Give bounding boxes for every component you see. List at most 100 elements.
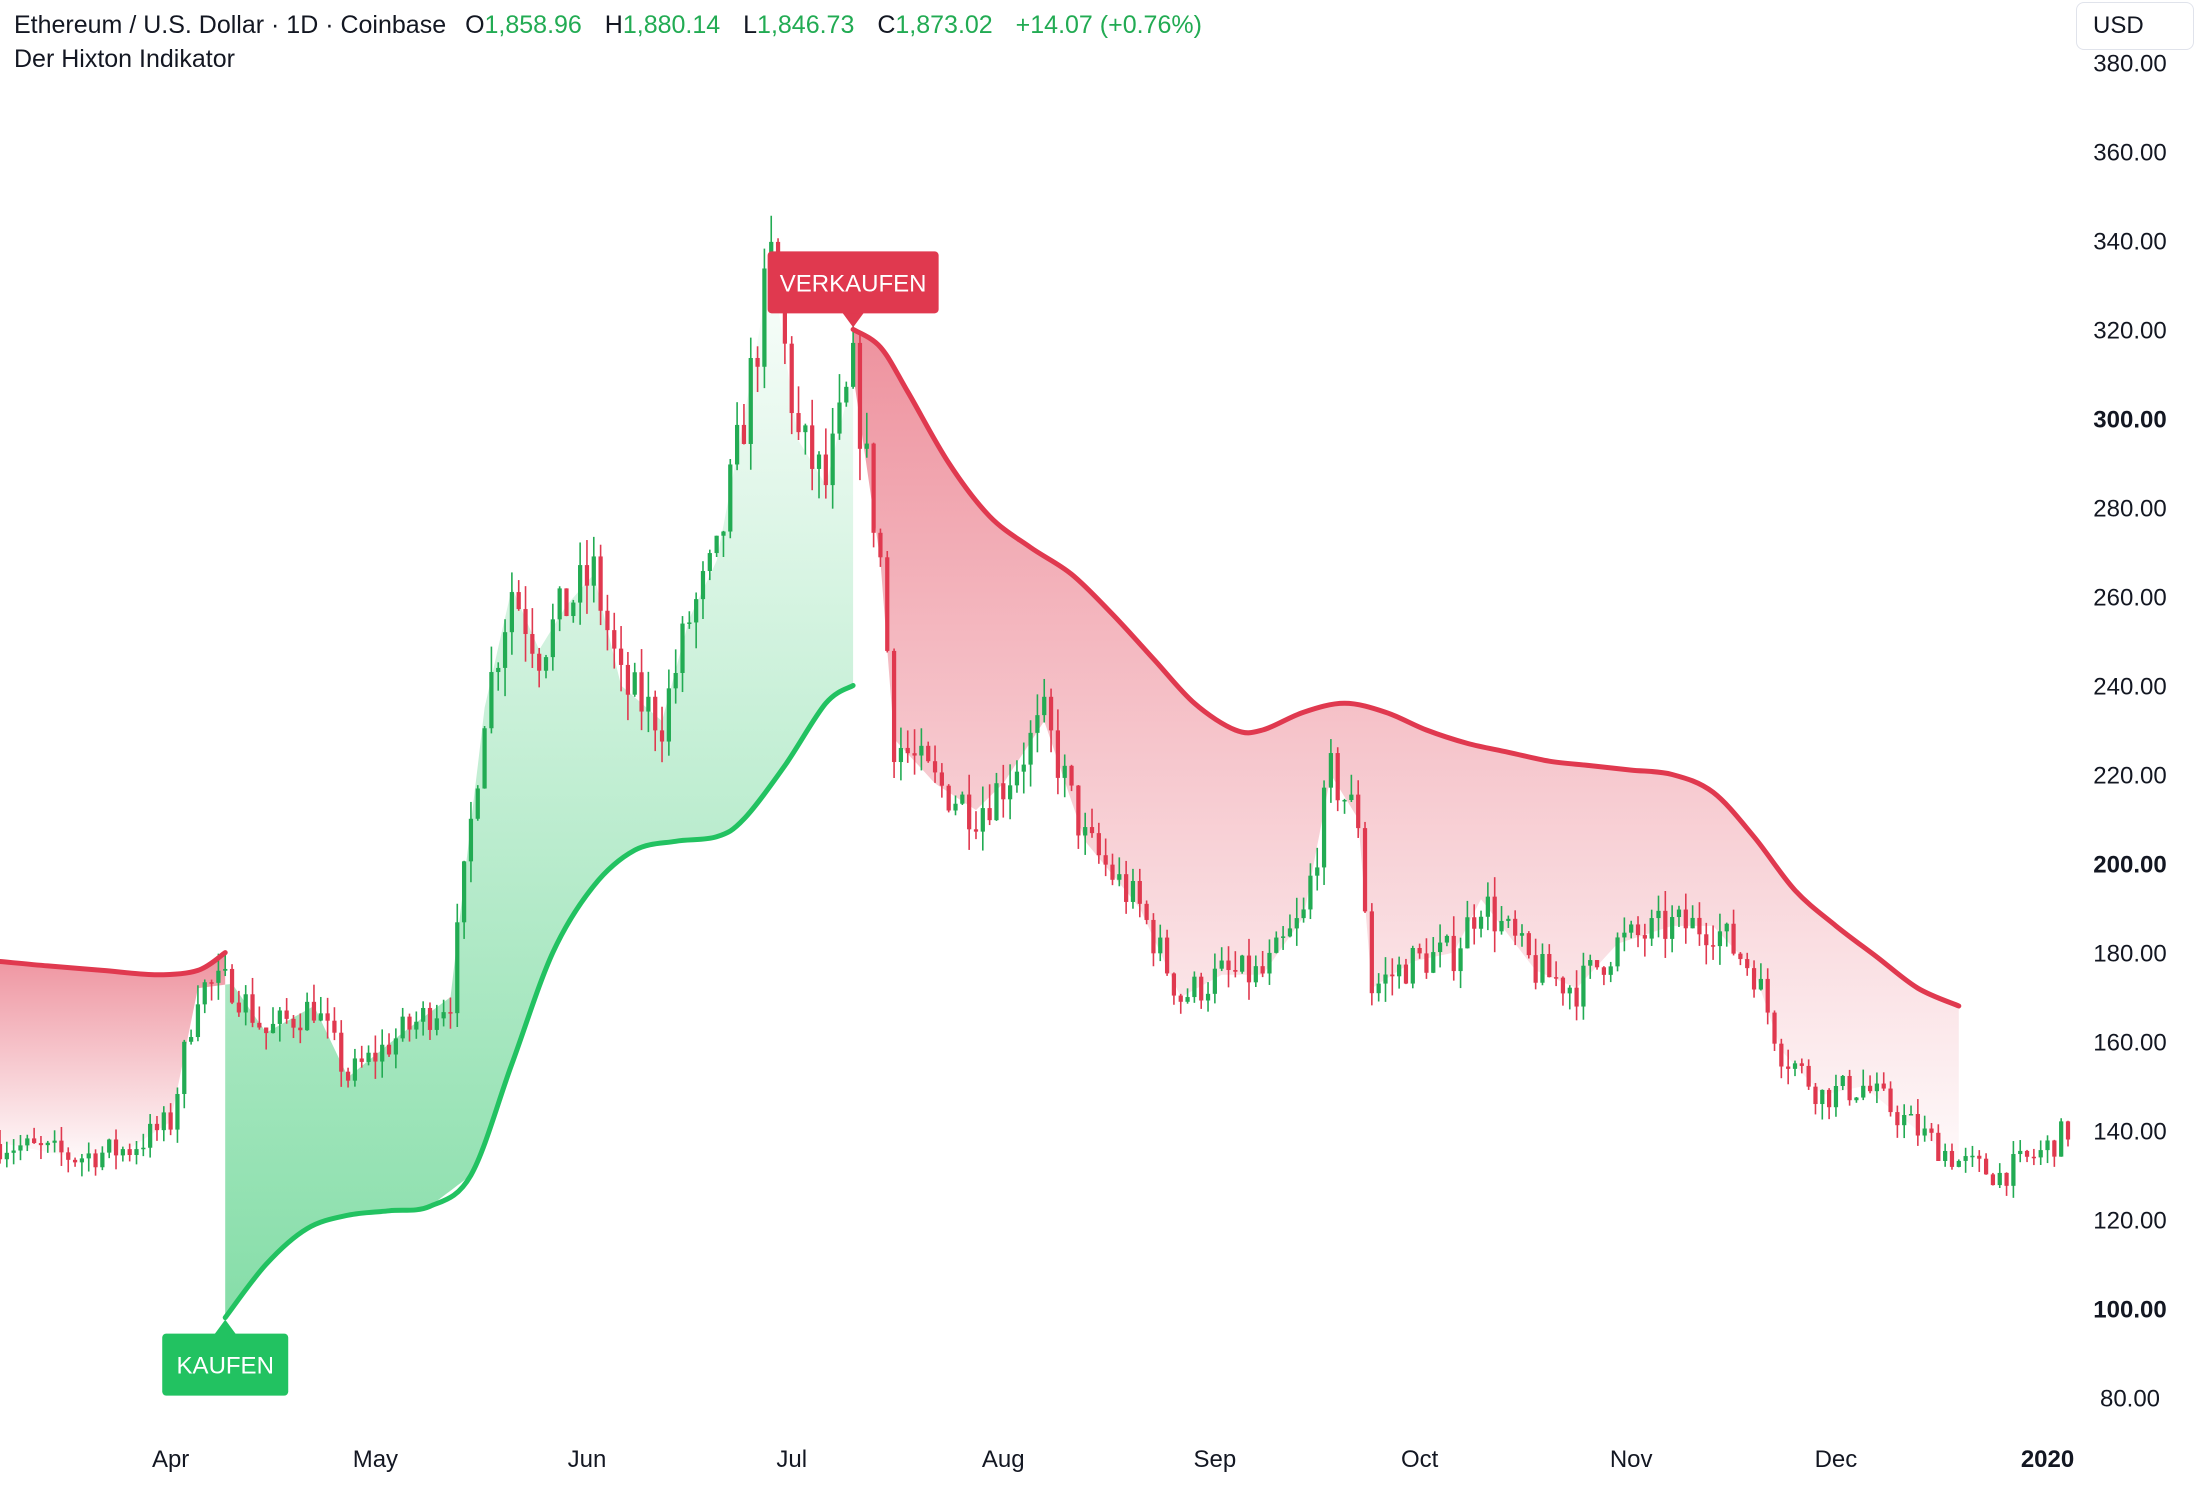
candle-body [714, 535, 719, 554]
candle-body [1458, 948, 1463, 972]
candle-body [264, 1027, 269, 1034]
candle-body [755, 358, 760, 367]
candle-body [721, 531, 726, 536]
candle-body [352, 1058, 358, 1081]
candle-body [2011, 1154, 2016, 1186]
candle-body [639, 672, 644, 712]
candle-body [1806, 1065, 1811, 1087]
candle-body [1356, 794, 1361, 829]
candle-body [1792, 1063, 1798, 1069]
candle-body [1567, 987, 1572, 994]
candle-body [243, 994, 248, 1013]
symbol-title[interactable]: Ethereum / U.S. Dollar · 1D · Coinbase [14, 11, 447, 39]
candle-body [625, 664, 631, 695]
candle-body [543, 657, 549, 671]
candle-body [229, 968, 235, 1003]
candle-body [1847, 1075, 1852, 1101]
candle-body [1492, 896, 1497, 932]
candle-body [161, 1112, 166, 1131]
candle-body [2052, 1140, 2057, 1157]
bear-fill-late [853, 329, 1959, 1162]
candle-body [1219, 960, 1224, 969]
candle-body [905, 747, 910, 754]
buy-signal-label: KAUFEN [177, 1353, 274, 1380]
y-axis[interactable]: 380.00 360.00 340.00 320.00 300.00 280.00 260.… [2093, 50, 2166, 1412]
candle-body [1547, 954, 1552, 978]
candle-body [1465, 917, 1470, 949]
candle-body [680, 623, 685, 673]
candle-body [891, 650, 897, 763]
candle-body [318, 1013, 323, 1021]
candle-body [1369, 911, 1374, 994]
legend-header: Ethereum / U.S. Dollar · 1D · Coinbase O… [14, 8, 1218, 76]
candle-body [52, 1140, 57, 1143]
candle-body [1881, 1083, 1886, 1089]
x-tick-label: May [353, 1446, 398, 1473]
x-tick-label: Jul [776, 1446, 807, 1473]
candle-body [1212, 968, 1217, 994]
candle-body [1956, 1160, 1961, 1167]
candle-body [482, 728, 487, 789]
candle-body [1280, 936, 1286, 938]
x-tick-label: Sep [1194, 1446, 1237, 1473]
buy-signal[interactable]: KAUFEN [162, 1319, 289, 1396]
candle-body [2038, 1150, 2043, 1158]
candle-body [1683, 909, 1688, 929]
candle-body [1779, 1043, 1784, 1067]
candle-body [1431, 952, 1436, 973]
candle-body [1581, 965, 1586, 1007]
candle-body [1758, 978, 1763, 990]
candle-body [1840, 1075, 1845, 1087]
candle-body [93, 1153, 98, 1168]
candle-body [1424, 953, 1429, 973]
candle-body [1335, 753, 1340, 801]
candle-body [796, 413, 801, 433]
candle-body [1867, 1085, 1873, 1092]
candle-body [898, 747, 904, 763]
candle-body [2024, 1150, 2030, 1157]
candle-body [72, 1159, 78, 1163]
candle-body [1451, 935, 1456, 972]
candle-body [1069, 765, 1074, 786]
candle-body [816, 454, 822, 469]
candle-body [1608, 966, 1613, 975]
candle-body [1199, 976, 1204, 1001]
buy-signal-box [162, 1333, 289, 1396]
candle-body [1697, 917, 1702, 935]
candle-body [339, 1032, 344, 1072]
candle-body [1997, 1172, 2002, 1186]
sell-signal[interactable]: VERKAUFEN [767, 251, 939, 328]
candle-body [1622, 932, 1627, 938]
bear-band-line-late [850, 326, 1962, 1009]
currency-button[interactable]: USD [2076, 2, 2194, 50]
candle-body [45, 1142, 50, 1146]
candle-body [932, 761, 938, 773]
candle-body [359, 1058, 364, 1062]
candle-body [182, 1041, 187, 1094]
candle-body [1308, 875, 1313, 910]
candle-body [386, 1044, 392, 1055]
candle-body [857, 342, 863, 449]
sell-signal-pointer [842, 312, 865, 328]
indicator-name[interactable]: Der Hixton Indikator [14, 45, 235, 73]
candle-body [223, 968, 228, 971]
candle-body [496, 667, 501, 673]
candle-body [2045, 1140, 2050, 1151]
candle-body [1629, 924, 1634, 933]
candle-body [1827, 1089, 1832, 1108]
candle-body [823, 454, 828, 486]
x-axis[interactable]: Apr May Jun Jul Aug Sep Oct Nov Dec 2020 [152, 1446, 2074, 1473]
candle-body [605, 610, 610, 631]
candle-body [1963, 1156, 1968, 1161]
open-label: O [465, 11, 485, 39]
x-tick-label: 2020 [2021, 1446, 2074, 1473]
candle-body [1315, 867, 1320, 876]
candle-body [455, 922, 460, 1014]
candle-body [1362, 828, 1368, 912]
candle-body [1820, 1089, 1825, 1105]
candle-body [502, 632, 508, 668]
candle-body [694, 599, 699, 623]
candle-body [741, 424, 747, 444]
candle-body [939, 772, 944, 786]
